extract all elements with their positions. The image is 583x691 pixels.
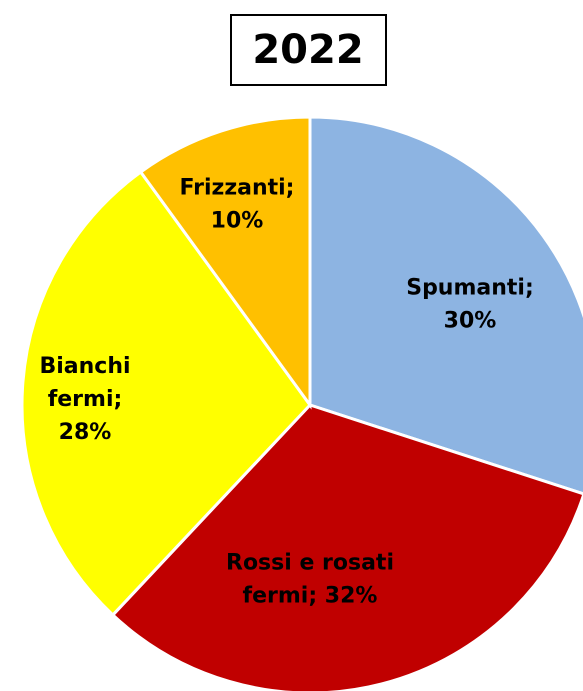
chart-title: 2022 <box>252 27 363 73</box>
data-label-line: 10% <box>211 209 264 234</box>
data-label: Spumanti; 30% <box>406 276 534 334</box>
pie-slice <box>308 115 583 496</box>
data-label-line: fermi; <box>48 387 123 412</box>
title-box <box>230 14 387 86</box>
data-label: Frizzanti; 10% <box>180 176 295 234</box>
data-label: Rossi e rosati fermi; 32% <box>226 551 394 609</box>
data-label-line: 30% <box>444 309 497 334</box>
data-label-line: Spumanti; <box>406 276 534 301</box>
data-label-line: fermi; 32% <box>243 584 378 609</box>
pie-slice <box>20 169 312 618</box>
data-label-line: Bianchi <box>39 354 130 379</box>
data-label-line: Rossi e rosati <box>226 551 394 576</box>
pie-slice <box>110 403 583 691</box>
data-label-line: 28% <box>59 420 112 445</box>
data-label: Bianchi fermi; 28% <box>39 354 130 445</box>
pie-slice <box>138 115 312 410</box>
data-label-line: Frizzanti; <box>180 176 295 201</box>
